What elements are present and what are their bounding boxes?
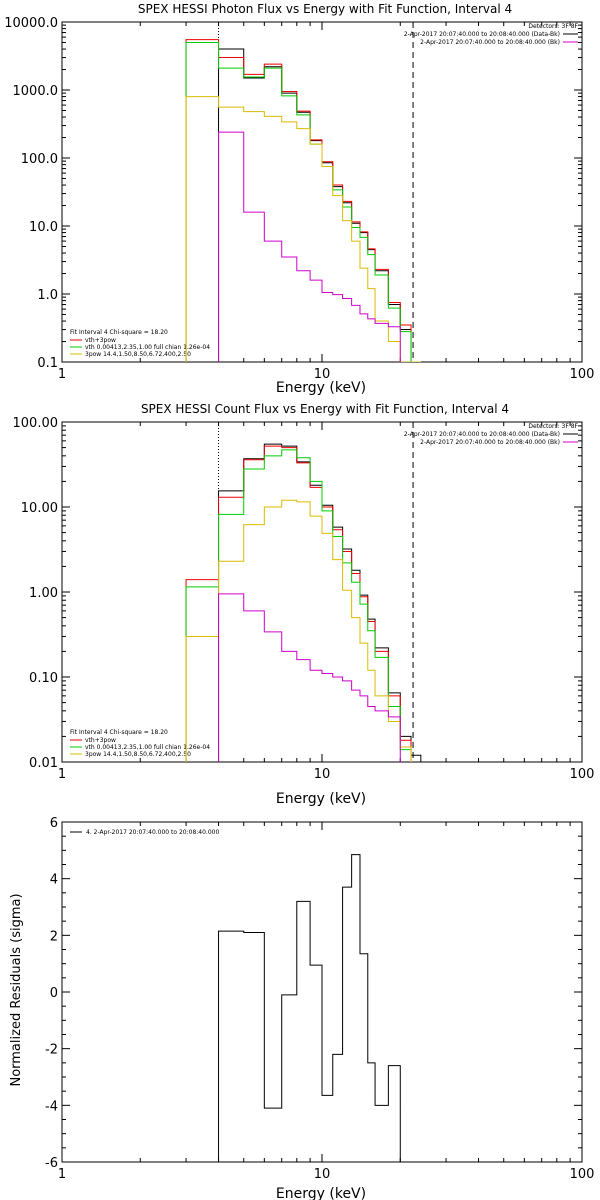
photon-fit-legend-title: Fit Interval 4 Chi-square = 18.20 <box>70 329 168 336</box>
count-flux-x-tick-label: 10 <box>314 767 331 782</box>
photon-flux-x-tick-label: 100 <box>570 367 595 382</box>
count-info-legend-label: 2-Apr-2017 20:07:40.000 to 20:08:40.000 … <box>420 439 560 446</box>
residuals-series-line-0 <box>218 854 414 1162</box>
photon-flux-series-line-3 <box>185 96 421 362</box>
photon-info-legend-item: 2-Apr-2017 20:07:40.000 to 20:08:40.000 … <box>404 31 578 38</box>
photon-fit-legend-label: 3pow 14.4,1.50,8.50,6.72,400,2.50 <box>85 351 191 358</box>
residuals-y-tick-label: 4 <box>50 873 58 888</box>
photon-info-legend-title: Detectors: 3F 8F <box>528 23 578 30</box>
photon-flux-y-tick-label: 0.1 <box>37 356 58 371</box>
photon-fit-legend-label: vth+3pow <box>85 337 116 344</box>
count-info-legend-item: 2-Apr-2017 20:07:40.000 to 20:08:40.000 … <box>404 431 578 438</box>
photon-fit-legend-item: vth+3pow <box>70 337 116 344</box>
residuals-y-tick-label: -4 <box>45 1099 58 1114</box>
count-flux-y-tick-label: 0.01 <box>29 756 58 771</box>
photon-flux-panel: SPEX HESSI Photon Flux vs Energy with Fi… <box>4 2 594 396</box>
count-fit-legend-item: vth 0.00413,2.35,1.00 full chian 1.26e-0… <box>70 744 210 751</box>
residuals-y-tick-label: -6 <box>45 1156 58 1171</box>
photon-flux-y-tick-label: 1.0 <box>37 288 58 303</box>
count-flux-series-line-3 <box>185 499 412 762</box>
count-fit-legend-title: Fit Interval 4 Chi-square = 18.20 <box>70 729 168 736</box>
count-flux-x-tick-label: 1 <box>58 767 66 782</box>
residuals-y-tick-label: 2 <box>50 929 58 944</box>
count-info-legend-item: 2-Apr-2017 20:07:40.000 to 20:08:40.000 … <box>420 439 578 446</box>
count-fit-legend-item: vth+3pow <box>70 737 116 744</box>
count-fit-legend-label: 3pow 14.4,1.50,8.50,6.72,400,2.50 <box>85 751 191 758</box>
photon-flux-title: SPEX HESSI Photon Flux vs Energy with Fi… <box>138 2 512 16</box>
residuals-x-tick-label: 100 <box>570 1167 595 1182</box>
photon-info-legend-label: 2-Apr-2017 20:07:40.000 to 20:08:40.000 … <box>404 31 560 38</box>
photon-fit-legend-item: vth 0.00413,2.35,1.00 full chian 1.26e-0… <box>70 344 210 351</box>
count-flux-title: SPEX HESSI Count Flux vs Energy with Fit… <box>141 402 509 416</box>
photon-flux-series-line-4 <box>218 131 401 362</box>
residuals-panel: Energy (keV) Normalized Residuals (sigma… <box>9 816 594 1200</box>
photon-info-legend-label: 2-Apr-2017 20:07:40.000 to 20:08:40.000 … <box>420 39 560 46</box>
residuals-x-tick-label: 1 <box>58 1167 66 1182</box>
count-flux-y-tick-label: 1.00 <box>29 586 58 601</box>
residuals-legend-label: 4. 2-Apr-2017 20:07:40.000 to 20:08:40.0… <box>86 829 219 836</box>
residuals-y-tick-label: 6 <box>50 816 58 831</box>
photon-flux-y-tick-label: 10000.0 <box>4 16 58 31</box>
photon-flux-xlabel: Energy (keV) <box>276 380 366 396</box>
count-flux-x-tick-label: 100 <box>570 767 595 782</box>
count-fit-legend-item: 3pow 14.4,1.50,8.50,6.72,400,2.50 <box>70 751 191 758</box>
residuals-x-tick-label: 10 <box>314 1167 331 1182</box>
photon-info-legend-item: 2-Apr-2017 20:07:40.000 to 20:08:40.000 … <box>420 39 578 46</box>
count-flux-y-tick-label: 100.00 <box>13 416 59 431</box>
residuals-legend-item: 4. 2-Apr-2017 20:07:40.000 to 20:08:40.0… <box>70 829 219 836</box>
photon-fit-legend-label: vth 0.00413,2.35,1.00 full chian 1.26e-0… <box>85 344 210 351</box>
residuals-y-tick-label: -2 <box>45 1043 58 1058</box>
count-fit-legend-label: vth 0.00413,2.35,1.00 full chian 1.26e-0… <box>85 744 210 751</box>
residuals-ylabel: Normalized Residuals (sigma) <box>9 893 24 1086</box>
residuals-y-tick-label: 0 <box>50 986 58 1001</box>
photon-flux-y-tick-label: 1000.0 <box>13 84 59 99</box>
photon-flux-y-tick-label: 10.0 <box>29 220 58 235</box>
photon-flux-x-tick-label: 1 <box>58 367 66 382</box>
count-flux-series-line-2 <box>185 449 412 762</box>
count-flux-y-tick-label: 10.00 <box>21 501 58 516</box>
residuals-xlabel: Energy (keV) <box>276 1186 366 1200</box>
photon-flux-x-tick-label: 10 <box>314 367 331 382</box>
count-flux-xlabel: Energy (keV) <box>276 791 366 807</box>
count-info-legend-title: Detectors: 3F 8F <box>528 423 578 430</box>
count-fit-legend-label: vth+3pow <box>85 737 116 744</box>
photon-fit-legend-item: 3pow 14.4,1.50,8.50,6.72,400,2.50 <box>70 351 191 358</box>
count-flux-y-tick-label: 0.10 <box>29 671 58 686</box>
count-flux-series-line-4 <box>218 593 401 762</box>
count-info-legend-label: 2-Apr-2017 20:07:40.000 to 20:08:40.000 … <box>404 431 560 438</box>
photon-flux-y-tick-label: 100.0 <box>21 152 58 167</box>
count-flux-panel: SPEX HESSI Count Flux vs Energy with Fit… <box>13 402 595 807</box>
